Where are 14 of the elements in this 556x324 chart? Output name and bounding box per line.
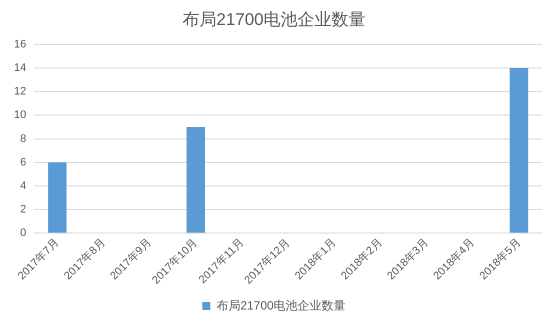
y-tick-label: 2 [20,204,26,216]
y-tick-label: 12 [14,86,26,98]
bar [48,162,67,233]
y-tick-label: 4 [20,180,26,192]
y-tick-label: 14 [14,62,26,74]
bar [510,68,528,233]
legend-label: 布局21700电池企业数量 [216,298,346,312]
y-tick-label: 8 [20,132,26,145]
y-tick-label: 6 [20,156,26,168]
y-tick-label: 0 [20,227,26,240]
y-tick-label: 10 [14,109,26,122]
y-tick-label: 16 [14,38,26,50]
chart-title: 布局21700电池企业数量 [182,10,366,29]
bar [186,126,206,233]
